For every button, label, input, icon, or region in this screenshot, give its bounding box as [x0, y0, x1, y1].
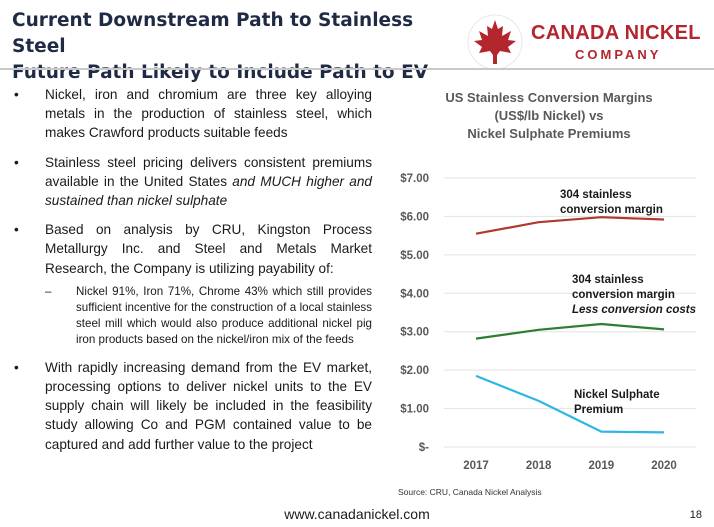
logo-subtitle: COMPANY: [575, 47, 662, 62]
y-tick-label: $4.00: [400, 288, 429, 300]
bullet-dot-icon: •: [14, 154, 19, 170]
slide-title: Current Downstream Path to Stainless Ste…: [12, 8, 442, 86]
chart-title-line-2: (US$/lb Nickel) vs: [494, 108, 604, 123]
bullet-dot-icon: •: [14, 359, 19, 375]
y-tick-label: $7.00: [400, 173, 429, 185]
footer-url[interactable]: www.canadanickel.com: [284, 506, 430, 522]
bullet-2-text: Stainless steel pricing delivers consist…: [45, 154, 372, 189]
x-tick-label: 2017: [463, 460, 489, 472]
maple-leaf-icon: [467, 14, 523, 70]
x-tick-label: 2020: [651, 460, 677, 472]
series-label: Nickel Sulphate: [574, 389, 660, 401]
bullet-2: • Stainless steel pricing delivers consi…: [14, 153, 372, 211]
header-divider: [0, 68, 714, 70]
chart-plot: $- $1.00 $2.00 $3.00 $4.00 $5.00 $6.00 $7.00 201…: [400, 173, 696, 472]
chart-source: Source: CRU, Canada Nickel Analysis: [398, 487, 542, 497]
logo-name: CANADA NICKEL: [531, 22, 701, 44]
chart-title: US Stainless Conversion Margins (US$/lb …: [384, 89, 714, 143]
sub-bullet-1: – Nickel 91%, Iron 71%, Chrome 43% which…: [45, 284, 372, 348]
bullet-4: • With rapidly increasing demand from th…: [14, 358, 372, 454]
title-line-1: Current Downstream Path to Stainless Ste…: [12, 10, 414, 57]
margin-chart: US Stainless Conversion Margins (US$/lb …: [384, 85, 714, 505]
y-tick-label: $2.00: [400, 365, 429, 377]
company-logo: CANADA NICKEL COMPANY: [467, 14, 707, 74]
bullet-dot-icon: •: [14, 87, 19, 102]
chart-title-line-1: US Stainless Conversion Margins: [445, 90, 653, 105]
series-label: 304 stainless: [572, 274, 644, 286]
series-line: [475, 216, 665, 235]
bullet-3-text: Based on analysis by CRU, Kingston Proce…: [45, 222, 372, 276]
series-label: conversion margin: [572, 289, 675, 301]
title-line-2: Future Path Likely to Include Path to EV: [12, 62, 429, 83]
series-line: [475, 322, 665, 340]
y-tick-label: $3.00: [400, 327, 429, 339]
y-tick-label: $5.00: [400, 250, 429, 262]
x-tick-label: 2018: [526, 460, 552, 472]
bullet-1-text: Nickel, iron and chromium are three key …: [45, 87, 372, 141]
bullet-3: • Based on analysis by CRU, Kingston Pro…: [14, 220, 372, 278]
sub-bullet-1-text: Nickel 91%, Iron 71%, Chrome 43% which s…: [76, 284, 372, 346]
bullet-1: • Nickel, iron and chromium are three ke…: [14, 85, 372, 143]
chart-title-line-3: Nickel Sulphate Premiums: [467, 126, 631, 141]
y-tick-label: $1.00: [400, 404, 429, 416]
sub-bullet-dash-icon: –: [45, 284, 52, 298]
y-tick-label: $-: [419, 442, 429, 454]
series-line: [475, 374, 665, 434]
y-tick-label: $6.00: [400, 211, 429, 223]
bullet-2-emphasis: and MUCH higher and sustained than nicke…: [45, 173, 372, 209]
series-label: Premium: [574, 404, 623, 416]
bullet-4-text: With rapidly increasing demand from the …: [45, 359, 372, 452]
series-label-note: Less conversion costs: [572, 304, 696, 316]
bullet-dot-icon: •: [14, 222, 19, 238]
page-number: 18: [689, 509, 702, 521]
bullet-list: • Nickel, iron and chromium are three ke…: [14, 85, 372, 464]
x-tick-label: 2019: [589, 460, 615, 472]
series-label: conversion margin: [560, 204, 663, 216]
series-label: 304 stainless: [560, 189, 632, 201]
